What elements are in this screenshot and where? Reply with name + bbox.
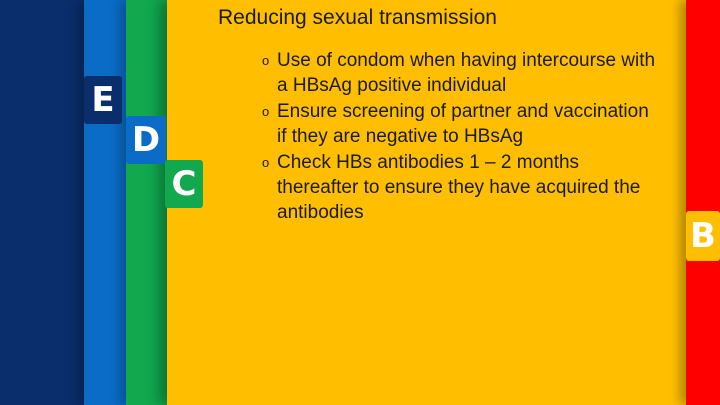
bullet-item: o Use of condom when having intercourse … [262, 48, 662, 98]
red-panel [686, 0, 720, 405]
tab-b[interactable]: B [686, 211, 720, 261]
navy-panel [0, 0, 90, 405]
tab-e[interactable]: E [84, 76, 122, 124]
bullet-marker: o [262, 155, 270, 170]
bullet-marker: o [262, 53, 270, 68]
bullet-text: Use of condom when having intercourse wi… [277, 50, 656, 96]
tab-d[interactable]: D [126, 116, 166, 164]
blue-panel [84, 0, 130, 405]
bullet-item: o Ensure screening of partner and vaccin… [262, 99, 662, 149]
yellow-panel [167, 0, 692, 405]
tab-c[interactable]: C [165, 160, 203, 208]
green-panel [126, 0, 172, 405]
bullet-list: o Use of condom when having intercourse … [262, 48, 662, 226]
bullet-item: o Check HBs antibodies 1 – 2 months ther… [262, 150, 662, 225]
bullet-text: Ensure screening of partner and vaccinat… [277, 101, 649, 147]
bullet-text: Check HBs antibodies 1 – 2 months therea… [277, 152, 641, 223]
slide-heading: Reducing sexual transmission [218, 6, 497, 29]
bullet-marker: o [262, 104, 270, 119]
